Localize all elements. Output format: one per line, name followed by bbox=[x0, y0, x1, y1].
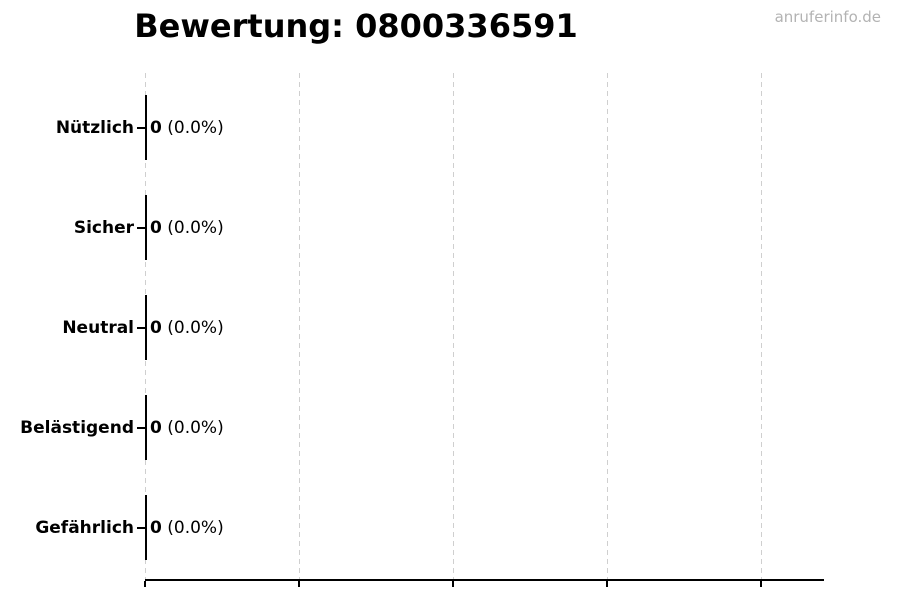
gridline bbox=[453, 73, 454, 580]
gridline bbox=[761, 73, 762, 580]
watermark-text: anruferinfo.de bbox=[774, 8, 881, 26]
value-count: 0 bbox=[150, 118, 162, 138]
x-axis-line bbox=[145, 579, 824, 581]
value-label: 0 (0.0%) bbox=[150, 518, 224, 538]
y-axis-tick bbox=[137, 227, 145, 229]
category-label: Gefährlich bbox=[35, 518, 134, 538]
value-label: 0 (0.0%) bbox=[150, 118, 224, 138]
value-label: 0 (0.0%) bbox=[150, 418, 224, 438]
value-label: 0 (0.0%) bbox=[150, 218, 224, 238]
bar-zero-width bbox=[145, 495, 147, 560]
x-axis-tick bbox=[298, 581, 300, 587]
value-count: 0 bbox=[150, 218, 162, 238]
x-axis-tick bbox=[144, 581, 146, 587]
bar-zero-width bbox=[145, 195, 147, 260]
category-label: Sicher bbox=[73, 218, 134, 238]
value-count: 0 bbox=[150, 318, 162, 338]
value-percent: (0.0%) bbox=[161, 418, 224, 438]
y-axis-tick bbox=[137, 527, 145, 529]
y-axis-tick bbox=[137, 327, 145, 329]
value-percent: (0.0%) bbox=[161, 118, 224, 138]
y-axis-tick bbox=[137, 427, 145, 429]
category-label: Belästigend bbox=[20, 418, 134, 438]
gridline bbox=[607, 73, 608, 580]
bar-zero-width bbox=[145, 95, 147, 160]
value-count: 0 bbox=[150, 518, 162, 538]
chart-title: Bewertung: 0800336591 bbox=[134, 7, 578, 45]
bar-zero-width bbox=[145, 295, 147, 360]
category-label: Nützlich bbox=[55, 118, 134, 138]
x-axis-tick bbox=[452, 581, 454, 587]
x-axis-tick bbox=[606, 581, 608, 587]
gridline bbox=[299, 73, 300, 580]
value-count: 0 bbox=[150, 418, 162, 438]
category-label: Neutral bbox=[62, 318, 134, 338]
bar-zero-width bbox=[145, 395, 147, 460]
value-label: 0 (0.0%) bbox=[150, 318, 224, 338]
x-axis-tick bbox=[760, 581, 762, 587]
value-percent: (0.0%) bbox=[161, 318, 224, 338]
y-axis-tick bbox=[137, 127, 145, 129]
value-percent: (0.0%) bbox=[161, 518, 224, 538]
value-percent: (0.0%) bbox=[161, 218, 224, 238]
